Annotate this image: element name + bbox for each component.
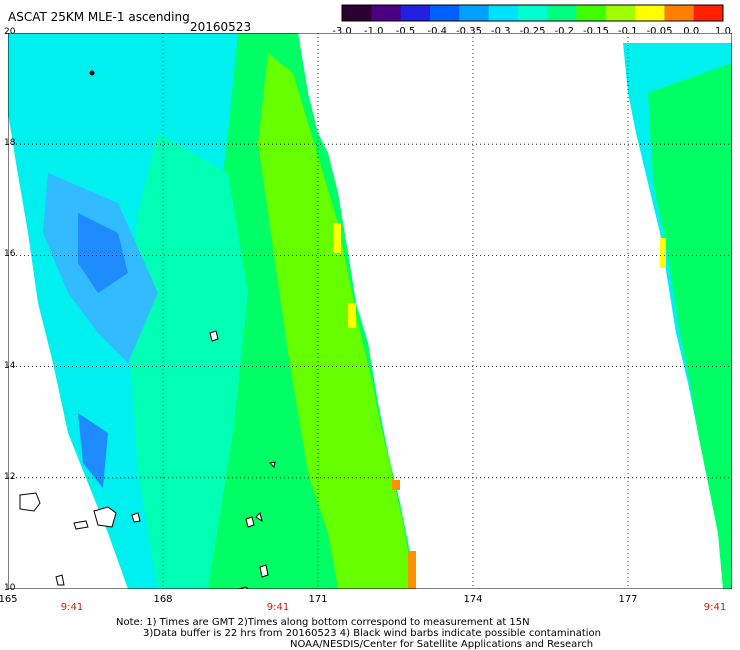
colorbar-label: -0.35 [456, 26, 482, 37]
colorbar-swatch [517, 5, 548, 21]
colorbar-label: -0.25 [519, 26, 546, 37]
colorbar-swatch [400, 5, 431, 21]
colorbar-label: -0.3 [490, 26, 511, 37]
colorbar-swatch [576, 5, 607, 21]
latitude-label: 18 [4, 138, 16, 149]
colorbar-label: -0.2 [554, 26, 574, 37]
right-swath [623, 43, 732, 589]
colorbar-label: -1.0 [363, 26, 384, 37]
colorbar-label: -0.15 [583, 26, 609, 37]
time-label: 9:41 [703, 602, 727, 613]
longitude-label: 168 [153, 594, 173, 605]
colorbar-swatch [605, 5, 636, 21]
colorbar-swatch [635, 5, 665, 21]
colorbar-swatch [488, 5, 519, 21]
colorbar-swatch [664, 5, 695, 21]
colorbar [341, 4, 724, 22]
footer-credit: NOAA/NESDIS/Center for Satellite Applica… [290, 639, 594, 650]
longitude-label: 174 [463, 594, 483, 605]
latitude-label: 10 [4, 583, 16, 593]
scatterometer-map [8, 33, 732, 589]
colorbar-swatch [371, 5, 402, 21]
main-swath [8, 33, 416, 589]
gridlines [8, 33, 732, 589]
colorbar-label: 1.0 [715, 26, 731, 37]
colorbar-swatch [693, 5, 724, 21]
latitude-label: 12 [4, 471, 16, 482]
time-label: 9:41 [60, 602, 84, 613]
colorbar-swatch [459, 5, 490, 21]
map-title: ASCAT 25KM MLE-1 ascending [8, 10, 190, 24]
time-label: 9:41 [266, 602, 290, 613]
colorbar-swatch [342, 5, 372, 21]
colorbar-label: -0.5 [395, 26, 416, 37]
footer-note-2: 3)Data buffer is 22 hrs from 20160523 4)… [143, 628, 601, 639]
colorbar-label: -0.05 [646, 26, 673, 37]
colorbar-label: -0.4 [427, 26, 447, 37]
latitude-label: 16 [4, 249, 16, 260]
colorbar-label: -0.1 [617, 26, 638, 37]
colorbar-swatch [429, 5, 460, 21]
latitude-label: 14 [4, 360, 16, 371]
longitude-label: 177 [618, 594, 638, 605]
latitude-label: 20 [4, 27, 16, 37]
colorbar-label: 0.0 [683, 26, 700, 37]
footer-note-1: Note: 1) Times are GMT 2)Times along bot… [116, 617, 530, 628]
colorbar-frame [341, 4, 724, 22]
longitude-label: 165 [0, 594, 18, 605]
colorbar-swatch [547, 5, 577, 21]
longitude-label: 171 [308, 594, 328, 605]
map-date: 20160523 [190, 20, 252, 34]
colorbar-label: -3.0 [332, 26, 352, 37]
